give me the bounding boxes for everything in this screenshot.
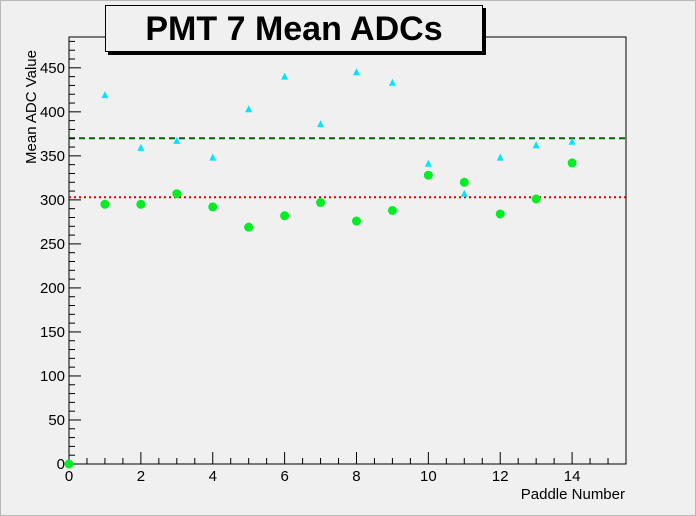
triangle-point: [281, 72, 289, 80]
x-tick-label: 8: [352, 468, 360, 485]
x-tick-label: 4: [209, 468, 217, 485]
y-tick-label: 450: [40, 60, 65, 77]
y-tick-label: 250: [40, 236, 65, 253]
y-tick-label: 350: [40, 148, 65, 165]
triangle-point: [173, 136, 181, 144]
triangle-point: [352, 68, 360, 76]
y-axis-ticks: [69, 40, 81, 465]
triangle-point: [460, 189, 468, 197]
circle-point: [495, 209, 505, 219]
circle-point: [316, 198, 326, 208]
triangle-point: [245, 105, 253, 113]
circle-point: [423, 170, 433, 180]
circle-point: [208, 202, 218, 212]
triangle-point: [101, 91, 109, 99]
circle-point: [172, 189, 182, 199]
y-axis-label: Mean ADC Value: [23, 50, 40, 164]
circle-point: [100, 199, 110, 209]
chart-title: PMT 7 Mean ADCs: [145, 10, 443, 48]
circle-point: [280, 211, 290, 221]
x-tick-label: 12: [492, 468, 509, 485]
triangle-point: [388, 78, 396, 86]
x-tick-label: 2: [137, 468, 145, 485]
x-axis-label: Paddle Number: [521, 486, 625, 503]
x-axis-tick-labels: 0 2 4 6 8 10 12 14: [65, 468, 581, 485]
y-tick-label: 100: [40, 368, 65, 385]
circle-point: [387, 205, 397, 215]
y-tick-label: 0: [57, 456, 65, 473]
y-tick-label: 50: [48, 412, 65, 429]
y-tick-label: 200: [40, 280, 65, 297]
triangle-point: [209, 153, 217, 161]
x-tick-label: 10: [420, 468, 437, 485]
triangle-point: [496, 153, 504, 161]
data-points: [64, 68, 577, 469]
y-tick-label: 400: [40, 104, 65, 121]
circle-point: [567, 158, 577, 168]
x-tick-label: 14: [564, 468, 581, 485]
circle-point: [531, 194, 541, 204]
triangle-point: [317, 120, 325, 128]
y-tick-label: 150: [40, 324, 65, 341]
title-box: PMT 7 Mean ADCs: [105, 5, 483, 52]
circle-point: [351, 216, 361, 226]
triangle-point: [568, 137, 576, 145]
circle-point: [136, 199, 146, 209]
triangle-point: [137, 143, 145, 151]
circle-point: [244, 222, 254, 232]
plot-frame: [68, 36, 627, 465]
x-tick-label: 6: [280, 468, 288, 485]
circle-point: [64, 459, 74, 469]
circle-point: [459, 177, 469, 187]
reference-lines: [69, 137, 626, 199]
triangle-point: [424, 159, 432, 167]
triangle-point: [532, 141, 540, 149]
y-tick-label: 300: [40, 192, 65, 209]
y-axis-tick-labels: 0 50 100 150 200 250 300 350 400 450: [40, 60, 65, 473]
x-tick-label: 0: [65, 468, 73, 485]
